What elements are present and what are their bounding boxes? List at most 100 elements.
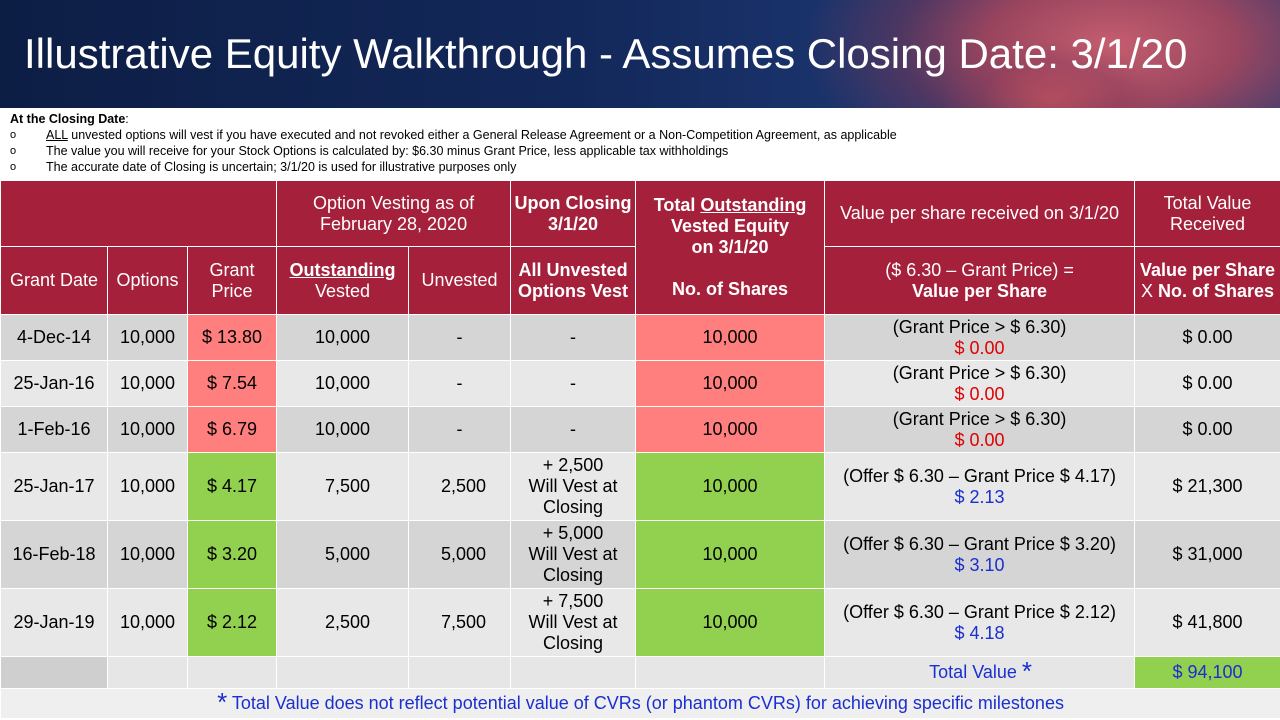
table-row: 1-Feb-16 10,000 $ 6.79 10,000 - - 10,000… <box>0 406 1280 453</box>
col-grant-date: Grant Date <box>0 246 108 315</box>
asterisk-marker: * <box>217 687 228 717</box>
cell-options: 10,000 <box>107 520 188 589</box>
cell-upon-closing: + 2,500 Will Vest at Closing <box>510 452 637 521</box>
cell-grant-price: $ 4.17 <box>186 452 278 521</box>
cell-grant-date: 25-Jan-17 <box>0 452 108 521</box>
header-value-per-share: Value per share received on 3/1/20 <box>824 180 1136 247</box>
cell-value-calc: (Offer $ 6.30 – Grant Price $ 4.17) $ 2.1… <box>824 452 1136 521</box>
asterisk-marker: * <box>1021 656 1033 686</box>
header-upon-closing: Upon Closing 3/1/20 <box>510 180 637 247</box>
bullet-circle-icon: o <box>10 145 17 157</box>
note-emphasis: ALL <box>46 128 68 142</box>
table-row: 29-Jan-19 10,000 $ 2.12 2,500 7,500 + 7,… <box>0 588 1280 657</box>
closing-notes: At the Closing Date: o ALL unvested optio… <box>10 111 1275 175</box>
table-row: 4-Dec-14 10,000 $ 13.80 10,000 - - 10,00… <box>0 314 1280 361</box>
total-blank-cell <box>408 656 512 689</box>
header-total-outstanding: Total Outstanding Vested Equity on 3/1/2… <box>635 180 826 315</box>
cell-total-shares: 10,000 <box>635 452 826 521</box>
note-bullet-1: o ALL unvested options will vest if you h… <box>10 127 1275 143</box>
cell-total-shares: 10,000 <box>635 588 826 657</box>
cell-upon-closing: - <box>510 314 637 361</box>
bullet-circle-icon: o <box>10 129 17 141</box>
cell-upon-closing: + 7,500 Will Vest at Closing <box>510 588 637 657</box>
cell-unvested: 2,500 <box>408 452 512 521</box>
note-text: The value you will receive for your Stoc… <box>46 144 729 158</box>
cell-unvested: - <box>408 406 512 453</box>
equity-table: Option Vesting as of February 28, 2020 Up… <box>0 180 1280 719</box>
header-vesting-group: Option Vesting as of February 28, 2020 <box>276 180 512 247</box>
cell-value-calc: (Offer $ 6.30 – Grant Price $ 2.12) $ 4.1… <box>824 588 1136 657</box>
cell-vested: 7,500 <box>276 452 410 521</box>
notes-lead-bold: At the Closing Date <box>10 112 126 126</box>
cell-total-shares: 10,000 <box>635 360 826 407</box>
cell-vested: 2,500 <box>276 588 410 657</box>
total-blank-cell <box>635 656 826 689</box>
note-text: unvested options will vest if you have e… <box>67 128 897 142</box>
footnote: * Total Value does not reflect potential… <box>0 687 1280 719</box>
cell-grant-date: 29-Jan-19 <box>0 588 108 657</box>
cell-total-value: $ 41,800 <box>1134 588 1280 657</box>
cell-value-calc: (Offer $ 6.30 – Grant Price $ 3.20) $ 3.1… <box>824 520 1136 589</box>
header-total-value: Total Value Received <box>1134 180 1280 247</box>
cell-unvested: 5,000 <box>408 520 512 589</box>
col-total-formula: Value per Share X No. of Shares <box>1134 246 1280 315</box>
cell-unvested: - <box>408 314 512 361</box>
total-value-label: Total Value * <box>824 656 1136 689</box>
title-banner: Illustrative Equity Walkthrough - Assume… <box>0 0 1280 108</box>
total-blank-cell <box>510 656 637 689</box>
cell-value-calc: (Grant Price > $ 6.30) $ 0.00 <box>824 360 1136 407</box>
cell-options: 10,000 <box>107 452 188 521</box>
total-blank-cell <box>276 656 410 689</box>
header-blank <box>0 180 278 247</box>
cell-unvested: - <box>408 360 512 407</box>
cell-options: 10,000 <box>107 360 188 407</box>
cell-upon-closing: - <box>510 406 637 453</box>
cell-total-value: $ 21,300 <box>1134 452 1280 521</box>
note-text: The accurate date of Closing is uncertai… <box>46 160 517 174</box>
total-blank-cell <box>107 656 188 689</box>
cell-grant-price: $ 3.20 <box>186 520 278 589</box>
header-row-groups: Option Vesting as of February 28, 2020 Up… <box>0 180 1280 315</box>
note-bullet-2: o The value you will receive for your Sto… <box>10 143 1275 159</box>
cell-value-calc: (Grant Price > $ 6.30) $ 0.00 <box>824 314 1136 361</box>
header-row-columns: Grant Date Options Grant Price Outstandin… <box>0 246 1280 315</box>
table-row: 25-Jan-17 10,000 $ 4.17 7,500 2,500 + 2,… <box>0 452 1280 521</box>
notes-lead-colon: : <box>125 112 129 126</box>
cell-upon-closing: + 5,000 Will Vest at Closing <box>510 520 637 589</box>
cell-upon-closing: - <box>510 360 637 407</box>
cell-total-shares: 10,000 <box>635 314 826 361</box>
cell-total-value: $ 31,000 <box>1134 520 1280 589</box>
cell-total-value: $ 0.00 <box>1134 314 1280 361</box>
total-blank-cell <box>186 656 278 689</box>
cell-vested: 10,000 <box>276 314 410 361</box>
cell-grant-date: 16-Feb-18 <box>0 520 108 589</box>
cell-grant-price: $ 7.54 <box>186 360 278 407</box>
cell-total-shares: 10,000 <box>635 406 826 453</box>
col-options: Options <box>107 246 188 315</box>
banner-decoration-secondary <box>940 40 1160 108</box>
total-value-amount: $ 94,100 <box>1134 656 1280 689</box>
bullet-circle-icon: o <box>10 161 17 173</box>
total-blank-cell <box>0 656 108 689</box>
col-unvested: Unvested <box>408 246 512 315</box>
cell-options: 10,000 <box>107 406 188 453</box>
table-row: 16-Feb-18 10,000 $ 3.20 5,000 5,000 + 5,… <box>0 520 1280 589</box>
cell-unvested: 7,500 <box>408 588 512 657</box>
note-bullet-3: o The accurate date of Closing is uncerta… <box>10 159 1275 175</box>
cell-total-shares: 10,000 <box>635 520 826 589</box>
cell-grant-price: $ 13.80 <box>186 314 278 361</box>
cell-total-value: $ 0.00 <box>1134 360 1280 407</box>
footnote-row: * Total Value does not reflect potential… <box>0 687 1280 719</box>
cell-grant-date: 4-Dec-14 <box>0 314 108 361</box>
col-all-unvested-vest: All Unvested Options Vest <box>510 246 637 315</box>
cell-grant-price: $ 2.12 <box>186 588 278 657</box>
col-outstanding-vested: Outstanding Vested <box>276 246 410 315</box>
cell-grant-date: 1-Feb-16 <box>0 406 108 453</box>
col-grant-price: Grant Price <box>186 246 278 315</box>
col-value-formula: ($ 6.30 – Grant Price) = Value per Share <box>824 246 1136 315</box>
cell-vested: 10,000 <box>276 406 410 453</box>
total-row: Total Value * $ 94,100 <box>0 656 1280 689</box>
notes-lead: At the Closing Date: <box>10 111 1275 127</box>
cell-options: 10,000 <box>107 314 188 361</box>
cell-vested: 5,000 <box>276 520 410 589</box>
